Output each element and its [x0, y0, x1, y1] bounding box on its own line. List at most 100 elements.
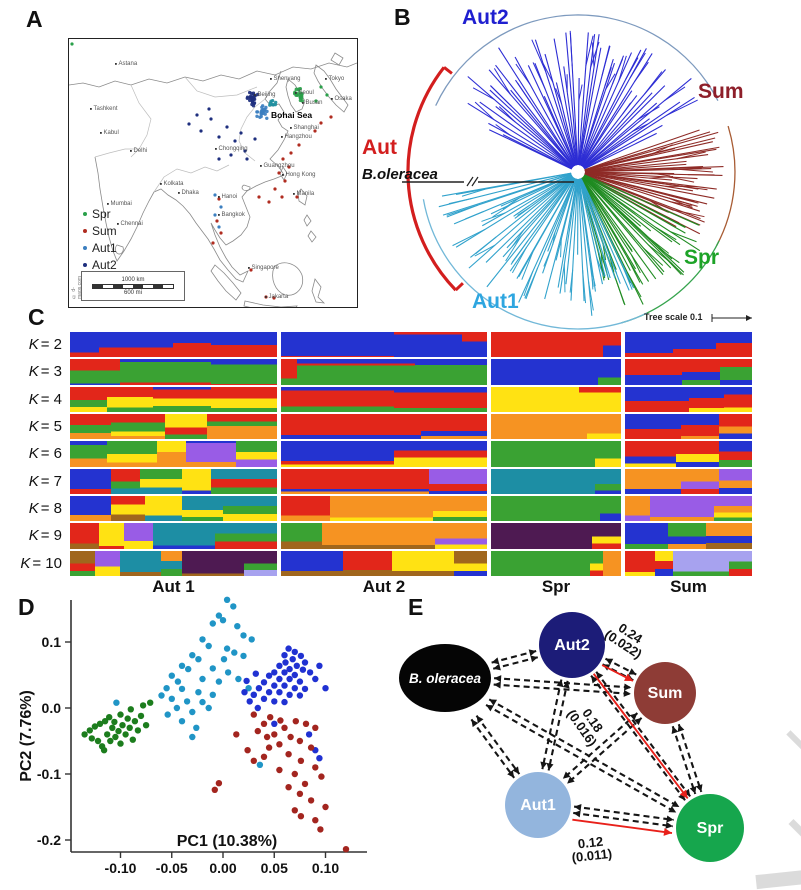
- coastline: [311, 278, 326, 304]
- city-marker: [117, 223, 119, 225]
- pca-point: [260, 753, 268, 760]
- pca-point: [265, 689, 273, 696]
- gene-flow-edge: [677, 723, 703, 793]
- pca-point: [240, 632, 247, 639]
- pca-point: [139, 702, 147, 709]
- pca-point: [96, 720, 104, 727]
- sample-dot: [248, 96, 253, 100]
- ancestry-segment: [597, 359, 621, 385]
- significant-migration-edge: [592, 673, 689, 800]
- arrowhead-icon: [493, 681, 501, 689]
- ancestry-segment: [107, 441, 157, 467]
- sample-dot: [273, 187, 277, 191]
- city-label: Beijing: [258, 92, 276, 98]
- structure-panel: [70, 332, 752, 576]
- clade-spr: [579, 174, 701, 306]
- ancestry-segment: [210, 359, 277, 385]
- ancestry-segment: [720, 359, 752, 385]
- legend-item: Aut1: [83, 241, 117, 255]
- city-label: Shanghai: [294, 125, 319, 131]
- pca-point: [285, 784, 292, 791]
- ancestry-segment: [70, 523, 99, 549]
- network-node-spr: [676, 794, 744, 862]
- map-panel: Astana Tashkent Kabul Delhi Kolkata Dhaka Mumb…: [68, 38, 358, 313]
- gene-flow-edge: [562, 712, 639, 780]
- ancestry-segment: [491, 550, 590, 576]
- pca-point: [211, 786, 218, 793]
- city-marker: [115, 63, 117, 65]
- coastline: [210, 264, 242, 301]
- scale-ruler-arrow-icon: [746, 315, 752, 321]
- network-node-label: Sum: [648, 685, 683, 702]
- group-label: Sum: [670, 577, 707, 596]
- structure-row: [70, 441, 752, 467]
- group-label: Aut 1: [152, 577, 195, 596]
- ancestry-segment: [462, 332, 487, 358]
- ancestry-segment: [70, 550, 95, 576]
- coastline: [68, 62, 358, 88]
- pca-point: [271, 682, 278, 689]
- sample-dot: [272, 296, 276, 300]
- arrowhead-icon: [689, 786, 697, 794]
- pca-point: [297, 813, 305, 820]
- pca-point: [127, 706, 134, 713]
- sample-dot: [297, 87, 301, 91]
- legend-label: Spr: [92, 207, 111, 221]
- arrowhead-icon: [540, 761, 548, 770]
- ancestry-segment: [491, 495, 601, 522]
- pca-point: [318, 773, 325, 780]
- ancestry-segment: [281, 495, 331, 522]
- ancestry-segment: [152, 523, 215, 549]
- pca-point: [256, 761, 264, 768]
- pca-point: [195, 689, 202, 696]
- pca-point: [248, 636, 255, 643]
- pca-point: [322, 803, 329, 811]
- ancestry-segment: [281, 550, 343, 576]
- pca-point: [271, 698, 278, 705]
- arrowhead-icon: [677, 724, 685, 732]
- pca-point: [305, 731, 313, 738]
- sample-dot: [267, 200, 271, 204]
- ancestry-segment: [181, 495, 224, 522]
- pca-point: [245, 685, 252, 692]
- city-marker: [281, 136, 283, 138]
- pca-point: [243, 677, 250, 685]
- structure-block: [625, 495, 752, 522]
- clade-label-aut1: Aut1: [472, 290, 519, 313]
- city-marker: [290, 127, 292, 129]
- ancestry-segment: [119, 550, 162, 576]
- ancestry-segment: [602, 332, 621, 358]
- pca-point: [115, 727, 122, 735]
- pca-point: [317, 826, 324, 833]
- sample-dot: [245, 96, 249, 100]
- sample-dot: [297, 143, 301, 147]
- pca-point: [223, 596, 231, 603]
- pca-point: [254, 704, 261, 712]
- sample-dot: [213, 213, 217, 217]
- arrowhead-icon: [530, 655, 538, 663]
- pca-point: [250, 691, 257, 698]
- pca-point: [271, 669, 278, 676]
- coastline: [307, 230, 317, 243]
- ancestry-segment: [210, 386, 277, 412]
- city-marker: [130, 150, 132, 152]
- pca-point: [104, 731, 111, 738]
- ancestry-segment: [718, 468, 752, 494]
- sample-dot: [251, 104, 256, 108]
- pca-point: [291, 685, 298, 692]
- ancestry-segment: [98, 332, 174, 358]
- structure-block: [281, 386, 487, 412]
- city-label: Tokyo: [329, 76, 345, 82]
- pca-point: [296, 737, 304, 745]
- city-marker: [160, 183, 162, 185]
- sample-dot: [270, 102, 275, 107]
- pca-point: [163, 685, 170, 692]
- edge-weight-label: 0.24(0.022): [602, 620, 646, 662]
- pca-point: [91, 723, 99, 730]
- ancestry-segment: [491, 523, 593, 549]
- gene-flow-edge: [485, 704, 677, 814]
- k-label: K = 9: [28, 527, 62, 545]
- city-marker: [325, 78, 327, 80]
- ancestry-segment: [579, 386, 621, 412]
- pca-series-spr: [81, 699, 154, 754]
